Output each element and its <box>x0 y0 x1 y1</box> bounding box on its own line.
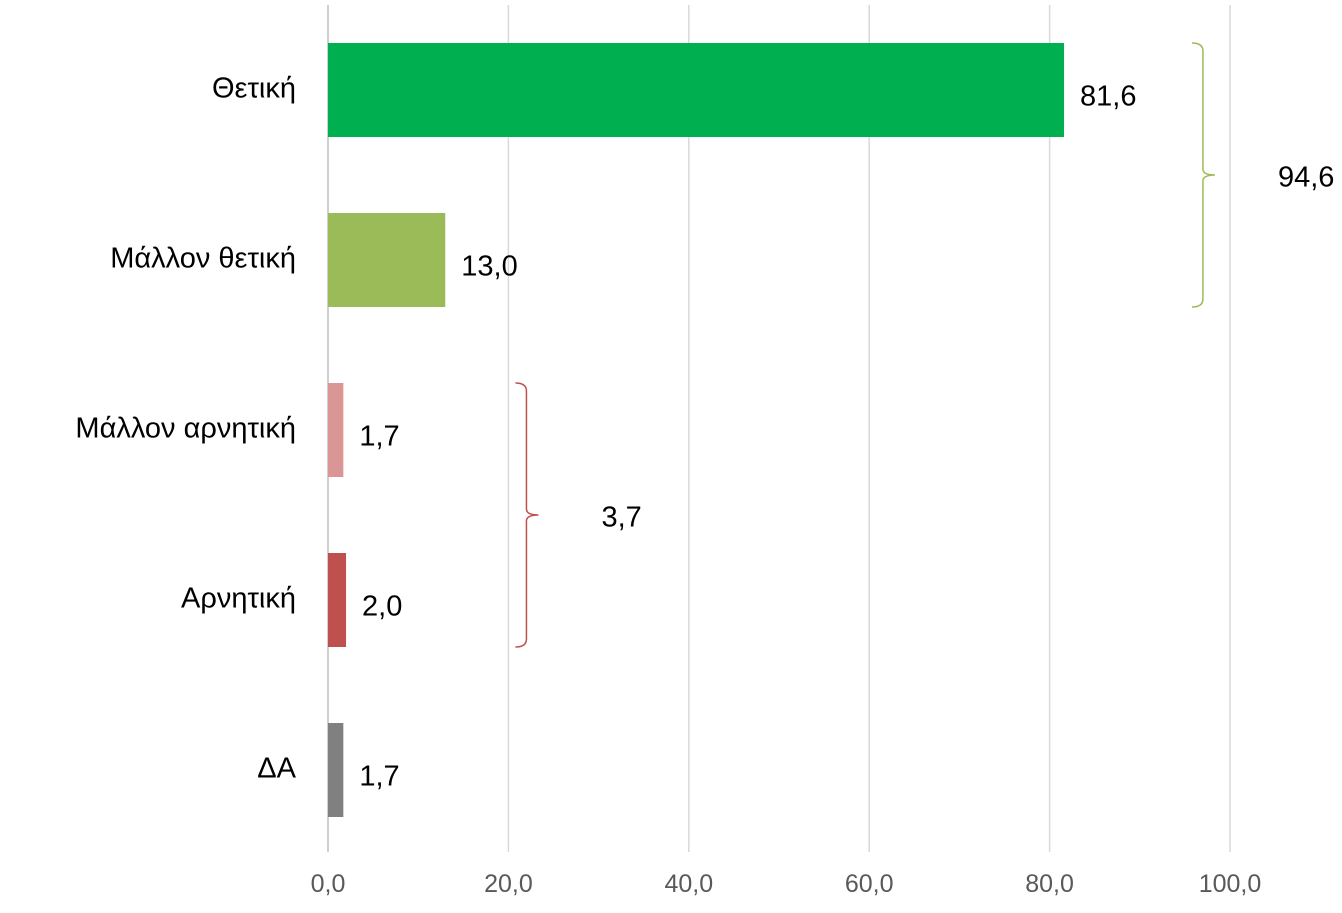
gridlines <box>327 5 1231 852</box>
x-tick-label: 80,0 <box>1025 870 1074 898</box>
x-tick-label: 40,0 <box>664 870 713 898</box>
group-total-label: 94,6 <box>1278 162 1334 194</box>
group-total-label: 3,7 <box>601 502 641 534</box>
group-bracket <box>515 382 539 648</box>
data-label: 13,0 <box>461 251 517 283</box>
x-tick-label: 100,0 <box>1199 870 1262 898</box>
data-label: 81,6 <box>1080 81 1136 113</box>
bar <box>328 43 1065 137</box>
bar <box>328 213 446 307</box>
x-tick-label: 0,0 <box>311 870 346 898</box>
category-labels: Θετική Μάλλον θετική Μάλλον αρνητική Αρνητι… <box>75 73 296 785</box>
group-bracket <box>1191 42 1215 308</box>
data-label: 1,7 <box>359 761 399 793</box>
category-label: Θετική <box>212 73 296 105</box>
x-axis-tick-labels: 0,0 20,0 40,0 60,0 80,0 100,0 <box>311 870 1262 898</box>
x-tick-label: 20,0 <box>484 870 533 898</box>
category-label: ΔΑ <box>257 753 296 785</box>
bars <box>328 43 1065 817</box>
data-label: 2,0 <box>362 591 402 623</box>
data-label: 1,7 <box>359 421 399 453</box>
bar <box>328 383 344 477</box>
category-label: Μάλλον θετική <box>110 243 296 275</box>
bar <box>328 723 344 817</box>
x-tick-label: 60,0 <box>845 870 894 898</box>
data-labels: 81,6 13,0 1,7 2,0 1,7 <box>359 81 1136 793</box>
bar <box>328 553 347 647</box>
category-label: Αρνητική <box>181 583 296 615</box>
group-brackets: 94,6 3,7 <box>515 42 1334 648</box>
category-label: Μάλλον αρνητική <box>75 413 296 445</box>
